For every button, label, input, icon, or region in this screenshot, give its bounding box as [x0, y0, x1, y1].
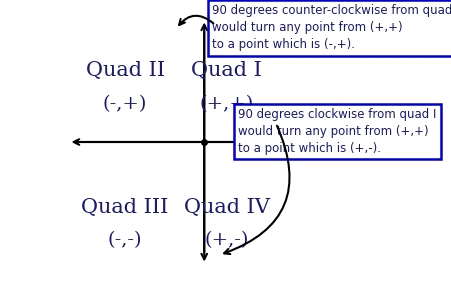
- Text: Quad I: Quad I: [191, 61, 262, 80]
- Text: Quad IV: Quad IV: [184, 199, 269, 218]
- Text: 90 degrees counter-clockwise from quad I
would turn any point from (+,+)
to a po: 90 degrees counter-clockwise from quad I…: [212, 5, 451, 51]
- Text: (-,-): (-,-): [108, 231, 142, 249]
- Text: (+,-): (+,-): [204, 231, 249, 249]
- Text: (-,+): (-,+): [103, 95, 147, 113]
- Text: 90 degrees clockwise from quad I
would turn any point from (+,+)
to a point whic: 90 degrees clockwise from quad I would t…: [238, 108, 436, 155]
- Text: Quad II: Quad II: [85, 61, 164, 80]
- Text: (+,+): (+,+): [199, 95, 253, 113]
- Text: Quad III: Quad III: [81, 199, 168, 218]
